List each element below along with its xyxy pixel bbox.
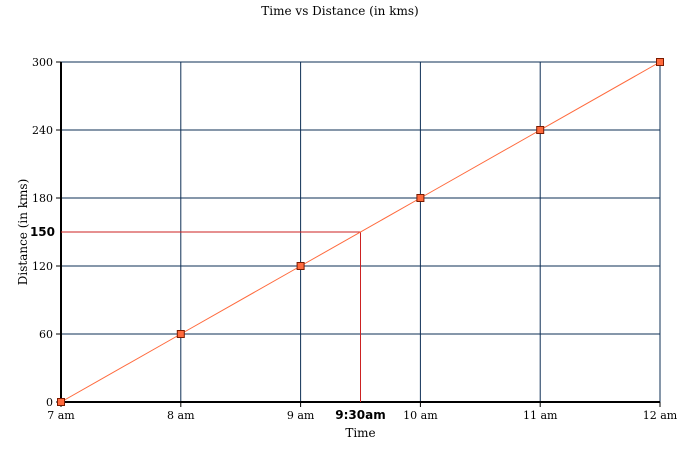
y-tick-label: 240 (32, 124, 53, 137)
data-point (57, 398, 65, 406)
chart-title: Time vs Distance (in kms) (261, 4, 418, 18)
annotation: 150 9:30am (30, 225, 386, 422)
x-tick-label: 8 am (167, 409, 195, 422)
y-tick-label: 180 (32, 192, 53, 205)
y-tick-label: 120 (32, 260, 53, 273)
x-tick-label: 7 am (47, 409, 75, 422)
x-axis-label: Time (345, 426, 375, 440)
series-line (60, 61, 661, 403)
x-tick-label: 12 am (643, 409, 678, 422)
x-tick-label: 9 am (287, 409, 315, 422)
y-tick-label: 60 (39, 328, 53, 341)
y-tick-label: 0 (46, 396, 53, 409)
data-point (656, 58, 664, 66)
y-tick-label: 300 (32, 56, 53, 69)
x-tick-label: 11 am (523, 409, 558, 422)
annotation-x-label: 9:30am (335, 408, 385, 422)
tick-labels: 0 60 120 180 240 300 7 am 8 am 9 am 10 am 11 am 12 … (32, 56, 678, 422)
series (57, 58, 664, 406)
data-point (176, 330, 185, 338)
x-tick-label: 10 am (403, 409, 438, 422)
annotation-y-label: 150 (30, 225, 55, 239)
data-point (536, 126, 545, 134)
data-point (296, 262, 305, 270)
y-axis-label: Distance (in kms) (16, 179, 30, 286)
data-point (416, 194, 425, 202)
